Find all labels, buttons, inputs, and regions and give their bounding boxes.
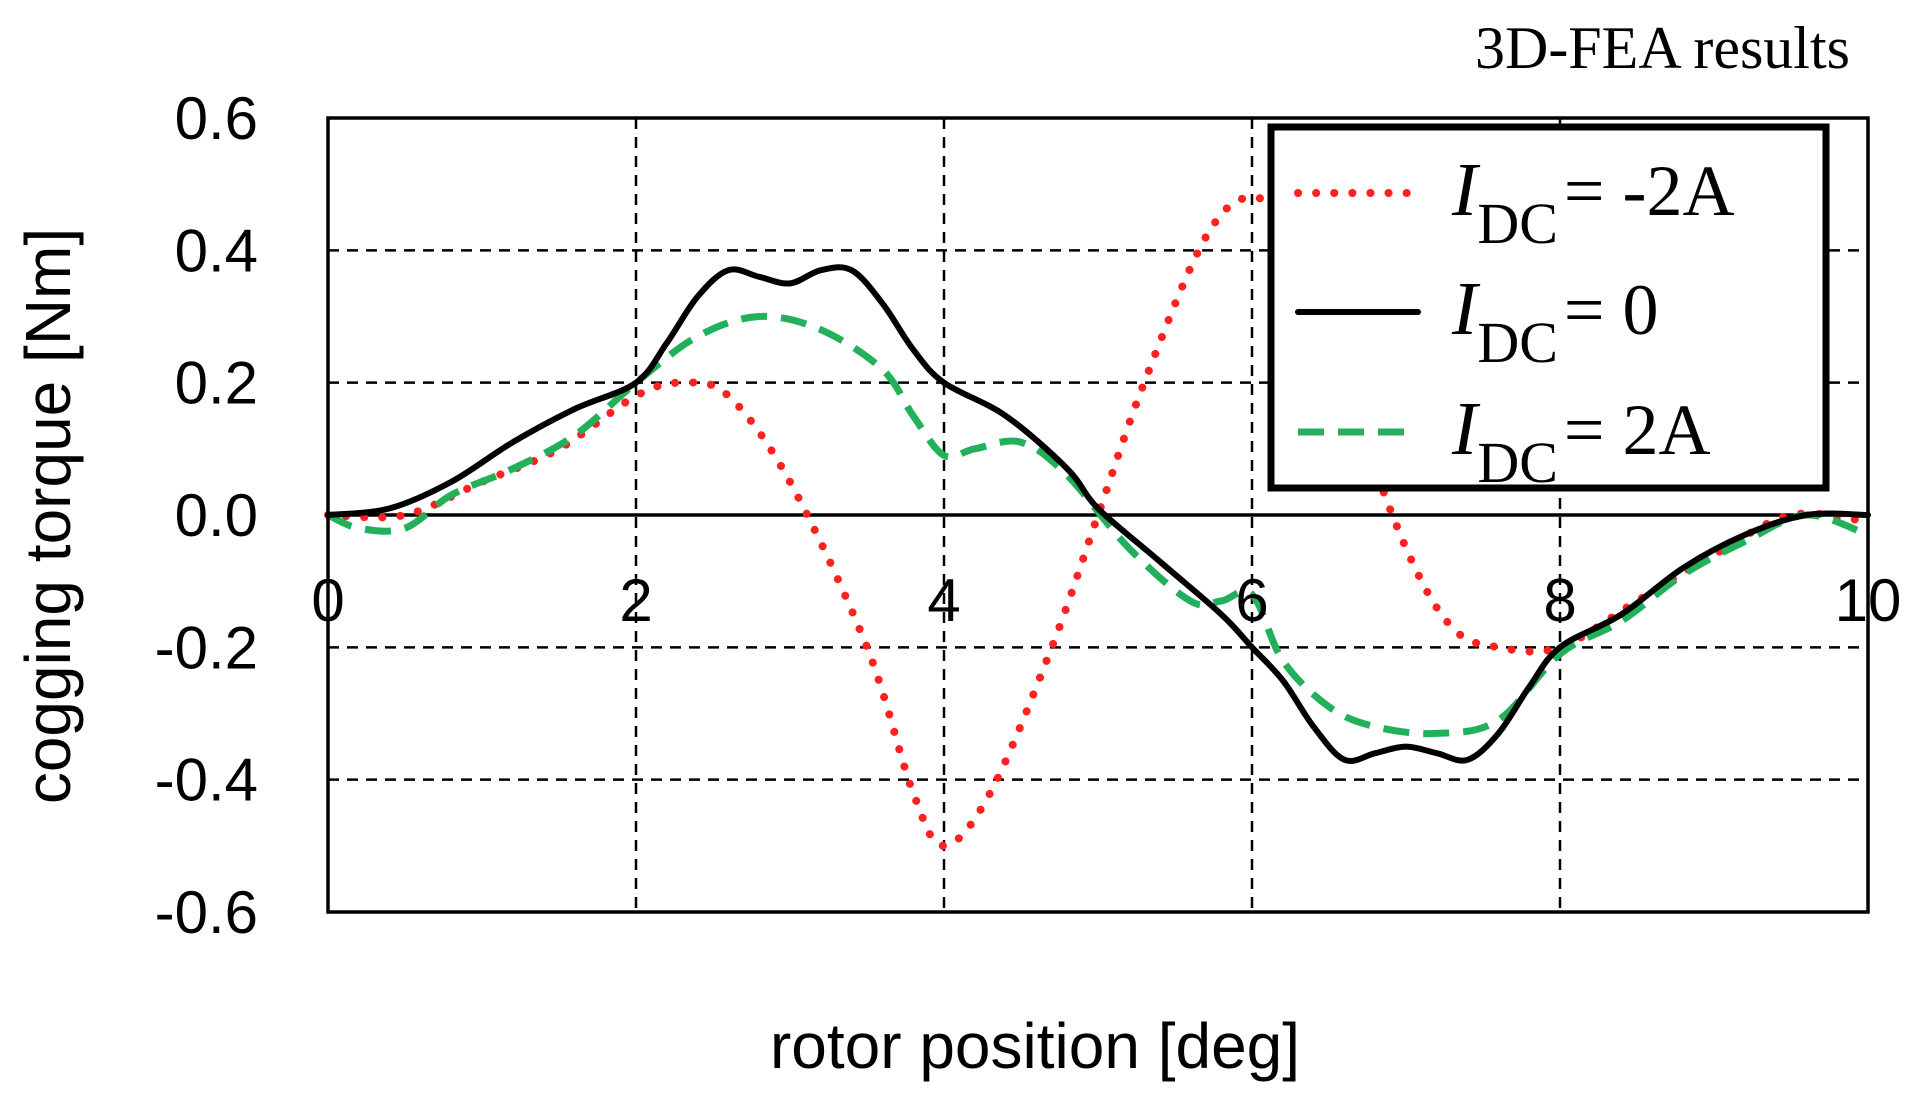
legend-label-value: = -2A	[1564, 151, 1735, 231]
y-tick-label: 0.2	[175, 350, 258, 417]
legend-label-main: I	[1451, 148, 1481, 232]
legend-label-main: I	[1451, 267, 1481, 351]
x-axis-label: rotor position [deg]	[770, 1010, 1300, 1082]
y-tick-label: 0.4	[175, 217, 258, 284]
series-line-dotted	[324, 193, 1872, 850]
y-tick-label: -0.6	[155, 879, 258, 946]
y-tick-label: 0.6	[175, 85, 258, 152]
x-tick-label: 2	[619, 567, 652, 634]
y-tick-label: 0.0	[175, 482, 258, 549]
legend-label-value: = 2A	[1564, 390, 1711, 470]
x-tick-label: 0	[311, 567, 344, 634]
legend-label: IDC= 0	[1451, 267, 1659, 375]
legend-label-value: = 0	[1564, 270, 1659, 350]
y-tick-label: -0.4	[155, 747, 258, 814]
series-line-solid	[325, 264, 1871, 764]
annotation-label: 3D-FEA results	[1475, 15, 1850, 81]
legend-box	[1267, 123, 1830, 492]
legend-label-subscript: DC	[1477, 430, 1558, 495]
legend-label: IDC= -2A	[1451, 148, 1734, 256]
series-group	[324, 193, 1872, 850]
tick-labels: 0.6 0.4 0.2 0.0 -0.2 -0.4 -0.6 0 2 4 6 8 10	[155, 85, 1902, 946]
legend-label: IDC= 2A	[1451, 387, 1711, 495]
x-tick-label: 4	[927, 567, 960, 634]
x-tick-label: 6	[1235, 567, 1268, 634]
x-tick-label: 8	[1543, 567, 1576, 634]
legend-label-subscript: DC	[1477, 191, 1558, 256]
legend-label-main: I	[1451, 387, 1481, 471]
plot-frame	[326, 116, 1870, 914]
y-tick-label: -0.2	[155, 614, 258, 681]
legend-label-subscript: DC	[1477, 310, 1558, 375]
y-axis-label: cogging torque [Nm]	[12, 228, 84, 804]
x-tick-label: 10	[1835, 567, 1902, 634]
